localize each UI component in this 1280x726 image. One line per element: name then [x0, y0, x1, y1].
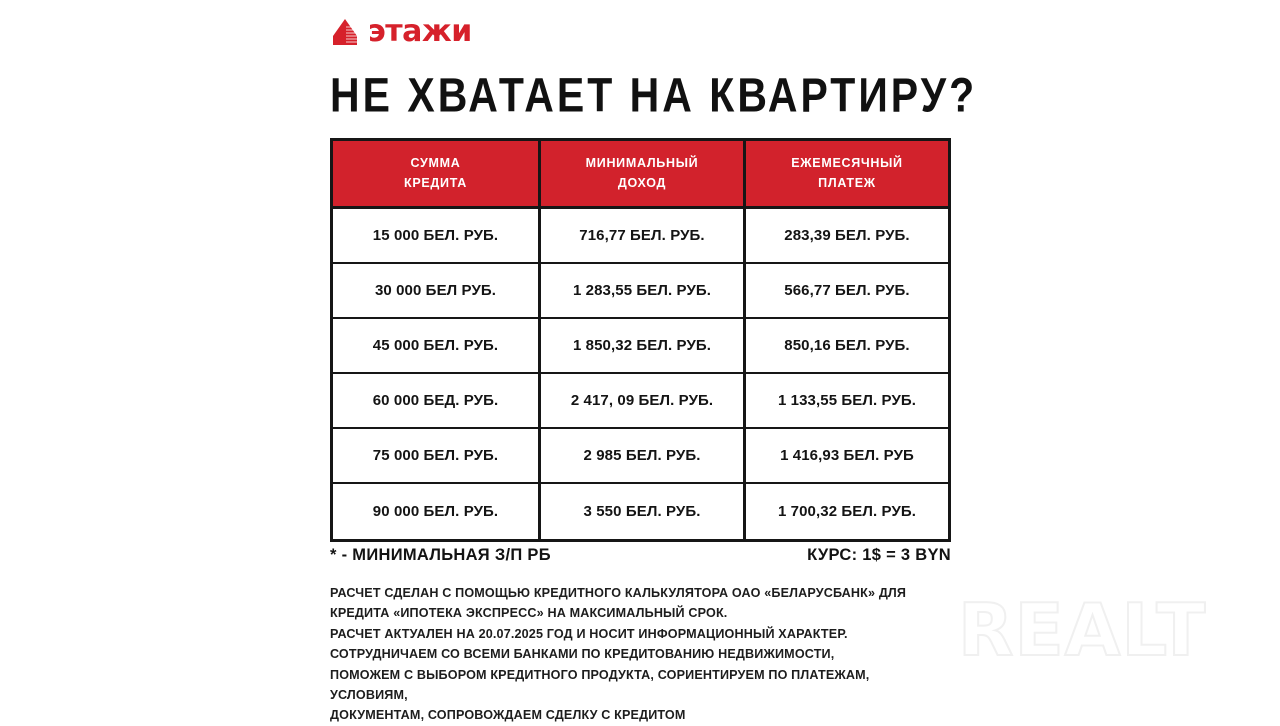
realt-watermark: REALT	[957, 587, 1207, 673]
brand-logo: этажи	[331, 17, 472, 47]
footnote-line: ДОКУМЕНТАМ, СОПРОВОЖДАЕМ СДЕЛКУ С КРЕДИТ…	[330, 708, 686, 723]
table-row: 60 000 БЕД. РУБ. 2 417, 09 БЕЛ. РУБ. 1 1…	[333, 374, 948, 429]
footnote-line: СОТРУДНИЧАЕМ СО ВСЕМИ БАНКАМИ ПО КРЕДИТО…	[330, 647, 835, 662]
page-title: НЕ ХВАТАЕТ НА КВАРТИРУ?	[330, 68, 978, 123]
header-line-1: ЕЖЕМЕСЯЧНЫЙ	[791, 156, 903, 171]
cell-monthly-payment: 1 416,93 БЕЛ. РУБ	[780, 447, 914, 464]
table-row: 15 000 БЕЛ. РУБ. 716,77 БЕЛ. РУБ. 283,39…	[333, 209, 948, 264]
brand-name: этажи	[368, 14, 472, 49]
cell-monthly-payment: 566,77 БЕЛ. РУБ.	[784, 282, 910, 299]
cell-loan-amount: 90 000 БЕЛ. РУБ.	[333, 484, 541, 539]
cell-min-income: 1 283,55 БЕЛ. РУБ.	[541, 264, 746, 317]
footnote-line: РАСЧЕТ СДЕЛАН С ПОМОЩЬЮ КРЕДИТНОГО КАЛЬК…	[330, 586, 907, 600]
cell-min-income: 716,77 БЕЛ. РУБ.	[541, 209, 746, 262]
column-header-monthly-payment: ЕЖЕМЕСЯЧНЫЙ ПЛАТЕЖ	[746, 141, 948, 206]
cell-loan-amount: 75 000 БЕЛ. РУБ.	[333, 429, 541, 482]
cell-min-income: 2 985 БЕЛ. РУБ.	[541, 429, 746, 482]
cell-loan-amount: 45 000 БЕЛ. РУБ.	[333, 319, 541, 372]
cell-monthly-payment: 850,16 БЕЛ. РУБ.	[784, 337, 910, 354]
cell-loan-amount: 30 000 БЕЛ РУБ.	[333, 264, 541, 317]
note-exchange-rate: КУРС: 1$ = 3 BYN	[807, 546, 951, 564]
footnote-block: РАСЧЕТ СДЕЛАН С ПОМОЩЬЮ КРЕДИТНОГО КАЛЬК…	[330, 583, 970, 726]
footnote-line: КРЕДИТА «ИПОТЕКА ЭКСПРЕСС» НА МАКСИМАЛЬН…	[330, 606, 728, 621]
cell-monthly-payment: 1 700,32 БЕЛ. РУБ.	[777, 503, 917, 520]
cell-min-income: 3 550 БЕЛ. РУБ.	[541, 484, 746, 539]
note-minimum-salary: * - МИНИМАЛЬНАЯ З/П РБ	[330, 546, 551, 564]
cell-min-income: 2 417, 09 БЕЛ. РУБ.	[541, 374, 746, 427]
header-line-2: ПЛАТЕЖ	[818, 175, 876, 190]
header-line-2: КРЕДИТА	[404, 175, 467, 190]
footnote-line: ПОМОЖЕМ С ВЫБОРОМ КРЕДИТНОГО ПРОДУКТА, С…	[330, 667, 870, 682]
header-line-2: ДОХОД	[617, 175, 667, 190]
cell-loan-amount: 60 000 БЕД. РУБ.	[333, 374, 541, 427]
footnote-line: РАСЧЕТ АКТУАЛЕН НА 20.07.2025 ГОД И НОСИ…	[330, 626, 848, 641]
column-header-loan-amount: СУММА КРЕДИТА	[333, 141, 541, 206]
footnote-line: УСЛОВИЯМ,	[330, 687, 408, 702]
header-line-1: МИНИМАЛЬНЫЙ	[585, 156, 699, 171]
table-row: 75 000 БЕЛ. РУБ. 2 985 БЕЛ. РУБ. 1 416,9…	[333, 429, 948, 484]
cell-monthly-payment: 283,39 БЕЛ. РУБ.	[784, 227, 910, 244]
building-roof-icon	[331, 17, 359, 47]
loan-table: СУММА КРЕДИТА МИНИМАЛЬНЫЙ ДОХОД ЕЖЕМЕСЯЧ…	[330, 138, 951, 542]
table-row: 45 000 БЕЛ. РУБ. 1 850,32 БЕЛ. РУБ. 850,…	[333, 319, 948, 374]
table-row: 30 000 БЕЛ РУБ. 1 283,55 БЕЛ. РУБ. 566,7…	[333, 264, 948, 319]
table-header-row: СУММА КРЕДИТА МИНИМАЛЬНЫЙ ДОХОД ЕЖЕМЕСЯЧ…	[333, 141, 948, 209]
notes-row: * - МИНИМАЛЬНАЯ З/П РБ КУРС: 1$ = 3 BYN	[330, 546, 951, 565]
header-line-1: СУММА	[410, 156, 461, 171]
cell-min-income: 1 850,32 БЕЛ. РУБ.	[541, 319, 746, 372]
cell-loan-amount: 15 000 БЕЛ. РУБ.	[333, 209, 541, 262]
table-row: 90 000 БЕЛ. РУБ. 3 550 БЕЛ. РУБ. 1 700,3…	[333, 484, 948, 539]
cell-monthly-payment: 1 133,55 БЕЛ. РУБ.	[777, 392, 917, 409]
column-header-min-income: МИНИМАЛЬНЫЙ ДОХОД	[541, 141, 746, 206]
